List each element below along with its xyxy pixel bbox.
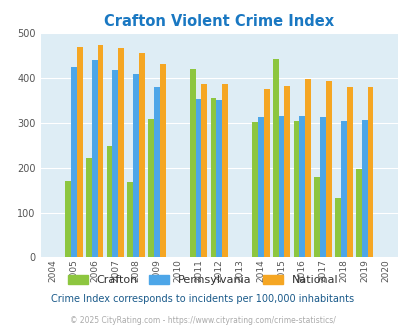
Bar [139, 53, 145, 257]
Legend: Crafton, Pennsylvania, National: Crafton, Pennsylvania, National [64, 271, 341, 288]
Bar [133, 74, 139, 257]
Bar [160, 64, 165, 257]
Bar [210, 98, 216, 257]
Bar [298, 116, 305, 257]
Bar [77, 47, 82, 257]
Bar [97, 45, 103, 257]
Bar [293, 120, 298, 257]
Bar [65, 181, 71, 257]
Bar [71, 67, 77, 257]
Bar [320, 117, 325, 257]
Bar [346, 87, 352, 257]
Bar [112, 70, 118, 257]
Bar [107, 146, 112, 257]
Bar [222, 84, 227, 257]
Bar [127, 182, 133, 257]
Bar [284, 85, 290, 257]
Bar [92, 60, 97, 257]
Bar [195, 99, 201, 257]
Bar [278, 116, 284, 257]
Text: Crime Index corresponds to incidents per 100,000 inhabitants: Crime Index corresponds to incidents per… [51, 294, 354, 304]
Bar [272, 59, 278, 257]
Bar [86, 158, 92, 257]
Bar [118, 48, 124, 257]
Bar [257, 117, 263, 257]
Bar [340, 120, 346, 257]
Bar [263, 89, 269, 257]
Text: © 2025 CityRating.com - https://www.cityrating.com/crime-statistics/: © 2025 CityRating.com - https://www.city… [70, 316, 335, 325]
Bar [361, 120, 367, 257]
Bar [325, 81, 331, 257]
Bar [334, 198, 340, 257]
Bar [216, 100, 222, 257]
Bar [305, 79, 310, 257]
Bar [355, 169, 361, 257]
Bar [313, 177, 320, 257]
Bar [148, 119, 153, 257]
Title: Crafton Violent Crime Index: Crafton Violent Crime Index [104, 14, 333, 29]
Bar [189, 69, 195, 257]
Bar [153, 87, 160, 257]
Bar [367, 87, 373, 257]
Bar [201, 84, 207, 257]
Bar [252, 122, 257, 257]
